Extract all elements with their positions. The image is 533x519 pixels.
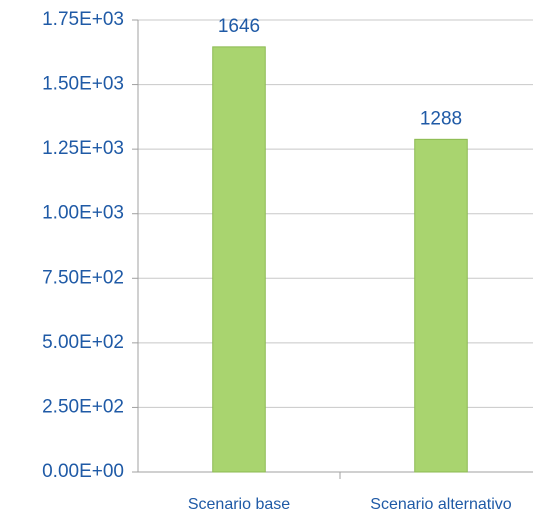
value-label: 1288 [420, 108, 462, 129]
y-tick-label: 1.75E+03 [42, 9, 124, 30]
y-tick-label: 1.00E+03 [42, 203, 124, 224]
y-tick-label: 1.50E+03 [42, 74, 124, 95]
x-tick-label: Scenario base [188, 496, 290, 513]
value-label: 1646 [218, 16, 260, 37]
y-tick-label: 2.50E+02 [42, 396, 124, 417]
y-tick-label: 7.50E+02 [42, 267, 124, 288]
bar [212, 46, 266, 473]
y-tick-label: 1.25E+03 [42, 138, 124, 159]
bar [414, 138, 468, 473]
y-tick-label: 5.00E+02 [42, 332, 124, 353]
y-tick-label: 0.00E+00 [42, 461, 124, 482]
x-tick-label: Scenario alternativo [370, 496, 512, 513]
